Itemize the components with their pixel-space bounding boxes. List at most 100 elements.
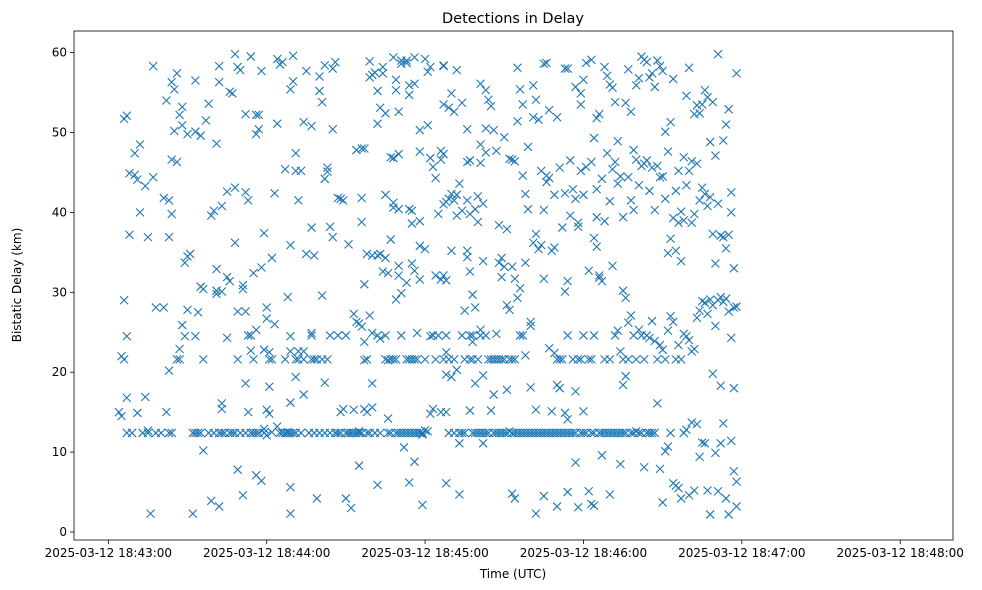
- x-tick-label: 2025-03-12 18:46:00: [520, 546, 647, 560]
- data-point: [161, 96, 171, 105]
- data-point: [502, 385, 512, 395]
- data-point: [407, 259, 417, 268]
- data-point: [692, 159, 702, 169]
- data-point: [457, 98, 467, 108]
- data-point: [404, 204, 414, 214]
- data-point: [571, 458, 580, 467]
- data-point: [610, 97, 620, 107]
- data-point: [441, 407, 451, 417]
- data-point: [238, 284, 248, 294]
- data-point: [191, 127, 200, 137]
- data-point: [470, 378, 480, 388]
- plot-area: [74, 31, 953, 540]
- data-point: [307, 223, 316, 232]
- data-point: [241, 307, 250, 316]
- data-point: [502, 224, 512, 234]
- data-point: [526, 317, 536, 327]
- data-point: [412, 328, 422, 338]
- data-point: [148, 172, 158, 182]
- data-point: [301, 66, 311, 76]
- data-point: [378, 267, 388, 276]
- data-point: [175, 344, 184, 354]
- data-point: [544, 105, 554, 115]
- data-point: [373, 251, 382, 260]
- data-point: [439, 60, 448, 70]
- data-point: [468, 290, 477, 300]
- data-point: [618, 212, 628, 222]
- data-point: [563, 276, 573, 286]
- data-point: [433, 209, 443, 219]
- data-point: [716, 438, 726, 448]
- data-point: [610, 331, 620, 340]
- data-point: [206, 496, 216, 506]
- data-point: [198, 446, 208, 455]
- data-point: [233, 307, 243, 316]
- x-tick-label: 2025-03-12 18:48:00: [836, 546, 963, 560]
- data-point: [328, 124, 338, 134]
- data-point: [410, 266, 419, 276]
- data-point: [425, 331, 435, 341]
- data-point: [642, 156, 652, 165]
- data-point: [362, 428, 372, 438]
- data-point: [478, 199, 488, 208]
- data-point: [666, 234, 675, 244]
- data-point: [185, 249, 195, 259]
- data-point: [410, 457, 419, 467]
- data-point: [381, 108, 390, 118]
- data-point: [589, 331, 599, 340]
- x-axis-label: Time (UTC): [479, 567, 546, 581]
- x-tick-label: 2025-03-12 18:43:00: [45, 546, 172, 560]
- data-point: [565, 156, 575, 165]
- data-point: [579, 428, 588, 438]
- data-point: [431, 355, 441, 364]
- data-point: [629, 205, 638, 215]
- data-point: [325, 331, 335, 340]
- x-tick-label: 2025-03-12 18:44:00: [203, 546, 330, 560]
- data-point: [705, 137, 715, 147]
- data-point: [191, 331, 200, 341]
- data-point: [227, 88, 237, 98]
- data-point: [560, 408, 570, 418]
- data-point: [396, 288, 406, 298]
- data-point: [404, 90, 414, 100]
- data-point: [523, 142, 533, 152]
- data-point: [507, 355, 517, 364]
- data-point: [389, 153, 398, 163]
- data-point: [510, 156, 520, 166]
- data-point: [674, 218, 683, 228]
- data-point: [241, 188, 250, 197]
- data-point: [721, 494, 731, 503]
- data-point: [550, 348, 559, 358]
- data-point: [235, 65, 245, 75]
- data-point: [447, 372, 456, 382]
- data-point: [645, 72, 654, 82]
- data-point: [402, 56, 411, 65]
- data-point: [323, 355, 332, 364]
- data-point: [167, 77, 177, 87]
- data-point: [610, 157, 620, 167]
- data-point: [579, 190, 588, 200]
- data-point: [415, 428, 425, 438]
- data-point: [491, 329, 501, 339]
- data-point: [589, 233, 599, 243]
- data-point: [700, 85, 710, 95]
- data-point: [515, 331, 525, 340]
- data-point: [257, 66, 266, 76]
- data-point: [700, 298, 710, 308]
- data-point: [531, 509, 541, 519]
- data-point: [478, 438, 488, 448]
- data-point: [703, 309, 712, 319]
- data-point: [412, 355, 422, 364]
- data-point: [217, 287, 227, 296]
- data-point: [592, 184, 602, 194]
- data-point: [394, 149, 404, 159]
- data-point: [515, 84, 525, 94]
- data-point: [579, 406, 588, 416]
- data-point: [246, 52, 256, 61]
- data-point: [341, 494, 351, 503]
- data-point: [132, 408, 142, 418]
- data-point: [713, 49, 723, 59]
- data-point: [169, 126, 179, 136]
- data-point: [338, 196, 348, 205]
- data-point: [468, 337, 477, 347]
